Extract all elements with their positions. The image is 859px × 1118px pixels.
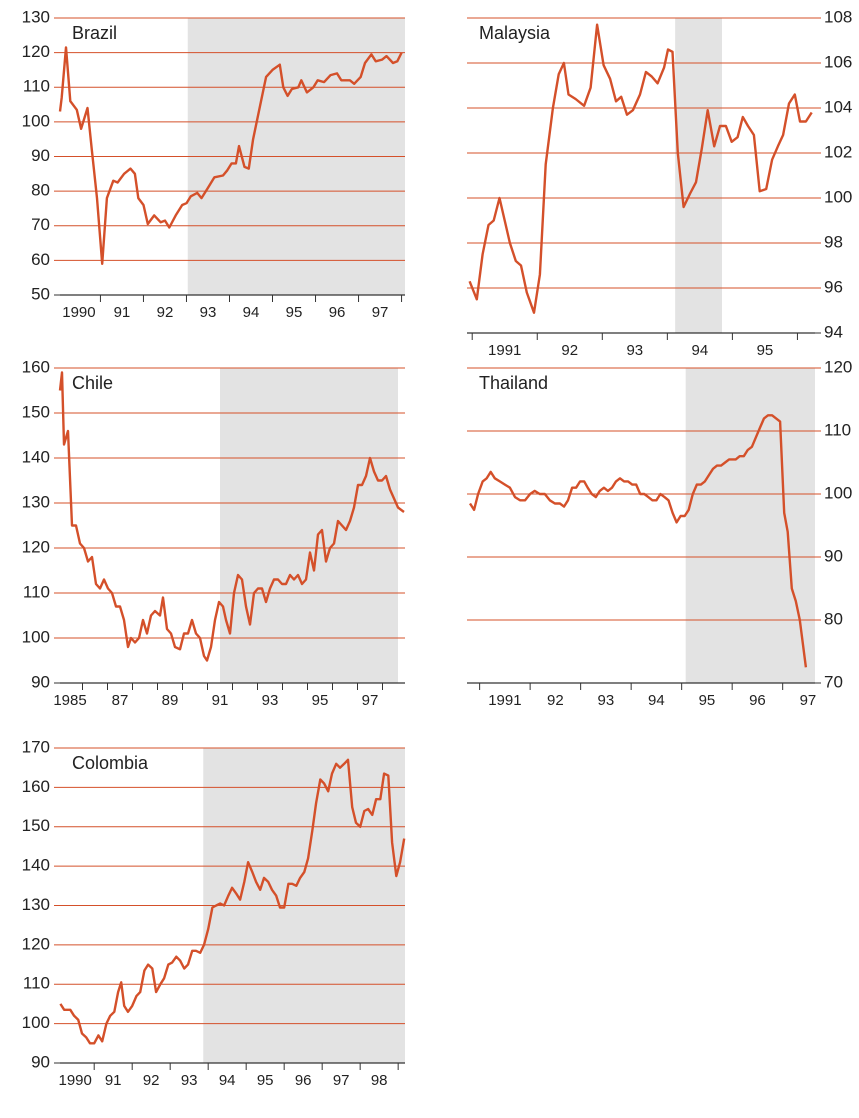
y-tick-label: 100: [22, 1013, 50, 1032]
y-tick-label: 110: [23, 582, 50, 601]
y-tick-label: 96: [824, 277, 843, 296]
x-tick-label: 92: [547, 692, 564, 709]
y-tick-label: 110: [23, 77, 50, 96]
x-tick-label: 94: [648, 692, 665, 709]
y-tick-label: 130: [22, 895, 50, 914]
x-tick-label: 1985: [53, 692, 86, 709]
panel: 90 100 110 120 130 140 150 160 1985 87 89 91 93 95 97 C…: [22, 357, 405, 709]
panel: 50 60 70 80 90 100 110 120 130 1990 91 92 93 94 95 96 97…: [22, 7, 405, 321]
x-tick-label: 91: [212, 692, 229, 709]
panel-title: Thailand: [479, 373, 548, 393]
y-tick-label: 104: [824, 97, 852, 116]
x-tick-label: 1990: [62, 304, 95, 321]
x-tick-label: 95: [286, 304, 303, 321]
x-tick-label: 91: [105, 1072, 122, 1089]
x-tick-label: 92: [561, 342, 578, 359]
x-tick-label: 95: [312, 692, 329, 709]
x-tick-label: 97: [372, 304, 389, 321]
data-line: [468, 23, 813, 314]
x-tick-label: 97: [800, 692, 817, 709]
y-tick-label: 110: [824, 420, 851, 439]
panel-title: Chile: [72, 373, 113, 393]
panel-title: Colombia: [72, 753, 149, 773]
y-tick-label: 98: [824, 232, 843, 251]
x-tick-label: 95: [757, 342, 774, 359]
shaded-period: [220, 368, 398, 683]
y-tick-label: 90: [31, 146, 50, 165]
x-tick-label: 87: [112, 692, 129, 709]
panel-title: Brazil: [72, 23, 117, 43]
x-tick-label: 93: [262, 692, 279, 709]
data-line: [59, 758, 406, 1045]
y-tick-label: 170: [22, 737, 50, 756]
data-line: [58, 46, 403, 265]
y-tick-label: 140: [22, 447, 50, 466]
y-tick-label: 130: [22, 7, 50, 26]
x-tick-label: 94: [243, 304, 260, 321]
y-tick-label: 100: [824, 483, 852, 502]
y-tick-label: 160: [22, 777, 50, 796]
x-tick-label: 93: [626, 342, 643, 359]
data-line: [58, 371, 405, 662]
panel: 94 96 98 100 102 104 106 108 1991 92 93 94 95 Malaysi…: [467, 7, 852, 359]
y-tick-label: 90: [31, 1052, 50, 1071]
y-tick-label: 70: [824, 672, 843, 691]
y-tick-label: 90: [31, 672, 50, 691]
x-tick-label: 91: [114, 304, 131, 321]
x-tick-label: 92: [143, 1072, 160, 1089]
panel: 70 80 90 100 110 120 1991 92 93 94 95 96 97 Thailand: [467, 357, 852, 709]
x-tick-label: 1991: [488, 342, 521, 359]
y-tick-label: 90: [824, 546, 843, 565]
y-tick-label: 100: [22, 111, 50, 130]
x-tick-label: 97: [362, 692, 379, 709]
data-line: [468, 414, 808, 668]
y-tick-label: 100: [22, 627, 50, 646]
y-tick-label: 140: [22, 856, 50, 875]
y-tick-label: 102: [824, 142, 852, 161]
x-tick-label: 96: [329, 304, 346, 321]
y-tick-label: 160: [22, 357, 50, 376]
y-tick-label: 150: [22, 402, 50, 421]
x-tick-label: 98: [371, 1072, 388, 1089]
panel: 90 100 110 120 130 140 150 160 170 1990 91 92 93 94 95…: [22, 737, 406, 1089]
x-tick-label: 1991: [488, 692, 521, 709]
shaded-period: [675, 18, 722, 333]
y-tick-label: 150: [22, 816, 50, 835]
y-tick-label: 120: [22, 42, 50, 61]
x-tick-label: 96: [295, 1072, 312, 1089]
y-tick-label: 80: [824, 609, 843, 628]
x-tick-label: 93: [200, 304, 217, 321]
x-tick-label: 96: [749, 692, 766, 709]
y-tick-label: 70: [31, 215, 50, 234]
y-tick-label: 120: [22, 934, 50, 953]
x-tick-label: 95: [699, 692, 716, 709]
y-tick-label: 120: [22, 537, 50, 556]
y-tick-label: 110: [23, 974, 50, 993]
panel-title: Malaysia: [479, 23, 551, 43]
x-tick-label: 92: [157, 304, 174, 321]
x-tick-label: 1990: [59, 1072, 92, 1089]
y-tick-label: 50: [31, 284, 50, 303]
y-tick-label: 108: [824, 7, 852, 26]
x-tick-label: 95: [257, 1072, 274, 1089]
x-tick-label: 94: [692, 342, 709, 359]
y-tick-label: 120: [824, 357, 852, 376]
x-tick-label: 93: [181, 1072, 198, 1089]
y-tick-label: 94: [824, 322, 843, 341]
y-tick-label: 100: [824, 187, 852, 206]
shaded-period: [685, 368, 815, 683]
y-tick-label: 80: [31, 181, 50, 200]
y-tick-label: 106: [824, 52, 852, 71]
x-tick-label: 97: [333, 1072, 350, 1089]
y-tick-label: 130: [22, 492, 50, 511]
y-tick-label: 60: [31, 250, 50, 269]
x-tick-label: 89: [162, 692, 179, 709]
x-tick-label: 93: [598, 692, 615, 709]
x-tick-label: 94: [219, 1072, 236, 1089]
